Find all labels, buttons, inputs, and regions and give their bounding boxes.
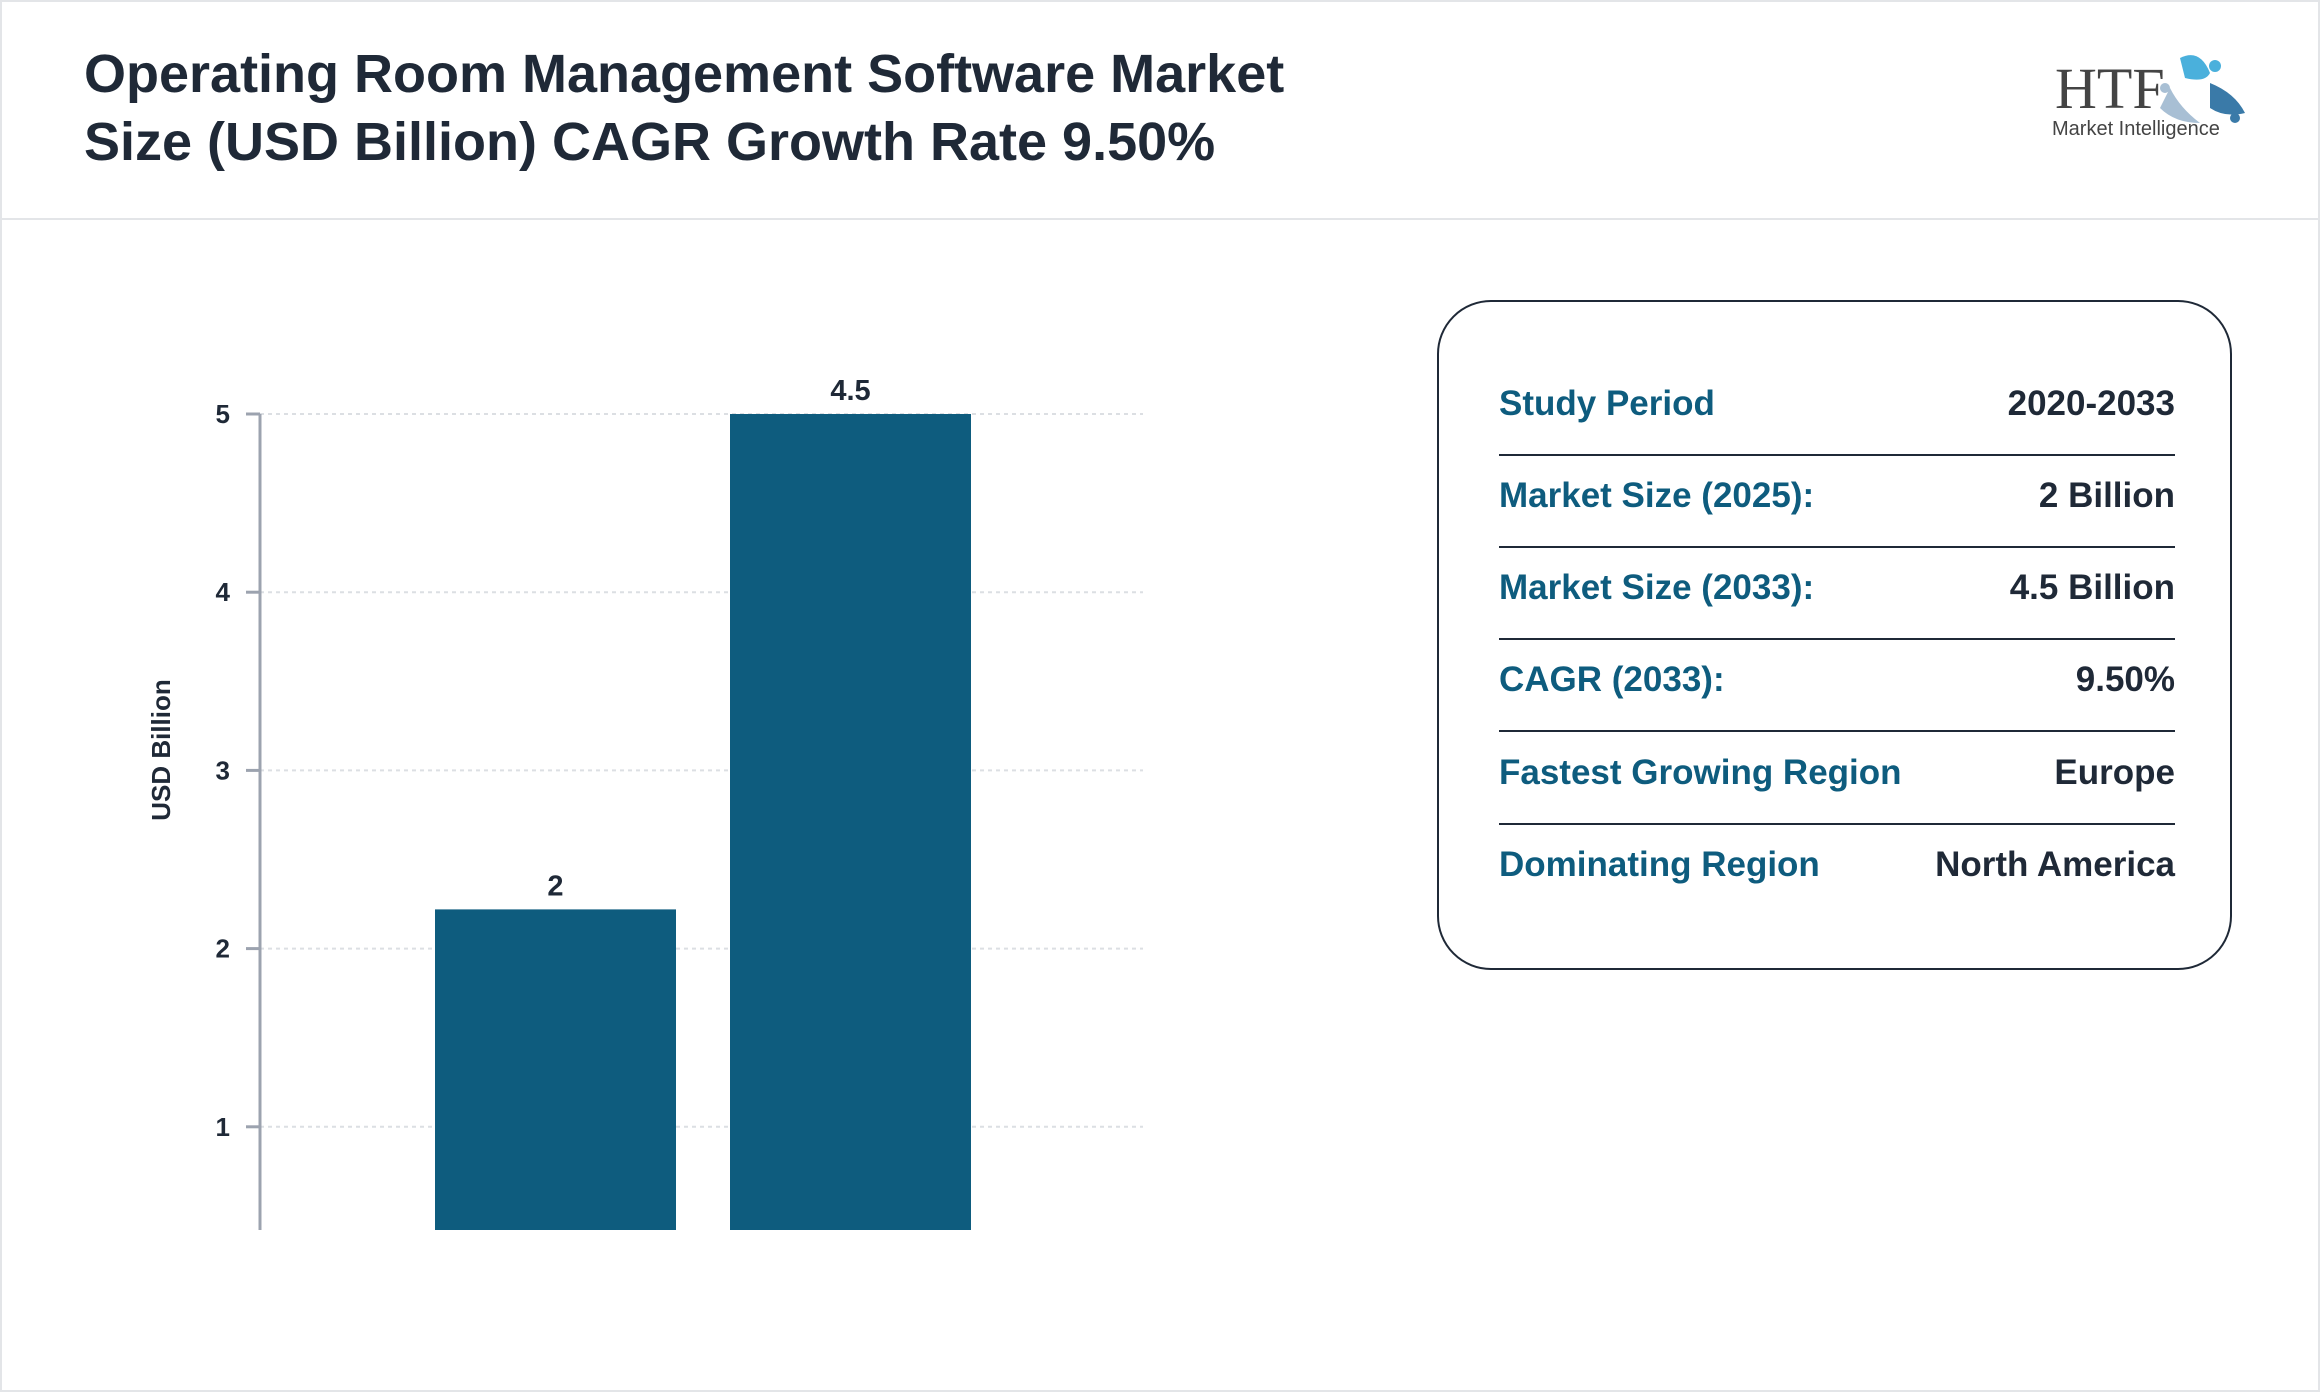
info-row: Market Size (2033): 4.5 Billion bbox=[1499, 542, 2175, 634]
data-label: 4.5 bbox=[830, 375, 870, 407]
info-label: Market Size (2025): bbox=[1499, 476, 1815, 515]
bar bbox=[435, 909, 676, 1230]
info-label: Market Size (2033): bbox=[1499, 568, 1815, 607]
y-tick-label: 2 bbox=[216, 934, 230, 964]
info-value: 2 Billion bbox=[2038, 476, 2175, 515]
info-value: 9.50% bbox=[2075, 660, 2175, 699]
info-row: Market Size (2025): 2 Billion bbox=[1499, 450, 2175, 542]
data-label: 2 bbox=[547, 870, 563, 902]
info-value: Europe bbox=[2054, 753, 2175, 792]
info-row: Fastest Growing Region Europe bbox=[1499, 727, 2175, 819]
info-value: 4.5 Billion bbox=[2009, 568, 2175, 607]
header: Operating Room Management Software Marke… bbox=[0, 0, 2320, 220]
row-divider bbox=[1499, 730, 2175, 732]
page-title: Operating Room Management Software Marke… bbox=[84, 40, 1484, 176]
y-tick-label: 5 bbox=[216, 399, 230, 429]
info-label: Fastest Growing Region bbox=[1499, 753, 1902, 792]
title-line-1: Operating Room Management Software Marke… bbox=[84, 44, 1285, 104]
info-row: CAGR (2033): 9.50% bbox=[1499, 634, 2175, 726]
row-divider bbox=[1499, 638, 2175, 640]
info-row: Study Period 2020-2033 bbox=[1499, 358, 2175, 450]
svg-text:HTF: HTF bbox=[2055, 56, 2165, 121]
info-row: Dominating Region North America bbox=[1499, 819, 2175, 911]
y-tick-label: 1 bbox=[216, 1112, 230, 1142]
y-axis-label: USD Billion bbox=[146, 679, 176, 821]
svg-text:Market Intelligence: Market Intelligence bbox=[2052, 118, 2220, 140]
info-value: 2020-2033 bbox=[2007, 384, 2175, 423]
row-divider bbox=[1499, 546, 2175, 548]
info-value: North America bbox=[1935, 845, 2175, 884]
bar-chart: USD Billion 220254.52033012345 bbox=[146, 375, 1143, 1230]
info-label: Dominating Region bbox=[1499, 845, 1820, 884]
info-card: Study Period 2020-2033 Market Size (2025):… bbox=[1437, 300, 2232, 970]
y-tick-label: 3 bbox=[216, 755, 230, 785]
htf-logo: HTF Market Intelligence bbox=[2052, 55, 2245, 140]
y-tick-label: 4 bbox=[216, 577, 231, 607]
info-label: Study Period bbox=[1499, 384, 1715, 423]
title-line-2: Size (USD Billion) CAGR Growth Rate 9.50… bbox=[84, 112, 1216, 172]
row-divider bbox=[1499, 823, 2175, 825]
row-divider bbox=[1499, 454, 2175, 456]
bar bbox=[730, 414, 971, 1230]
info-label: CAGR (2033): bbox=[1499, 660, 1725, 699]
